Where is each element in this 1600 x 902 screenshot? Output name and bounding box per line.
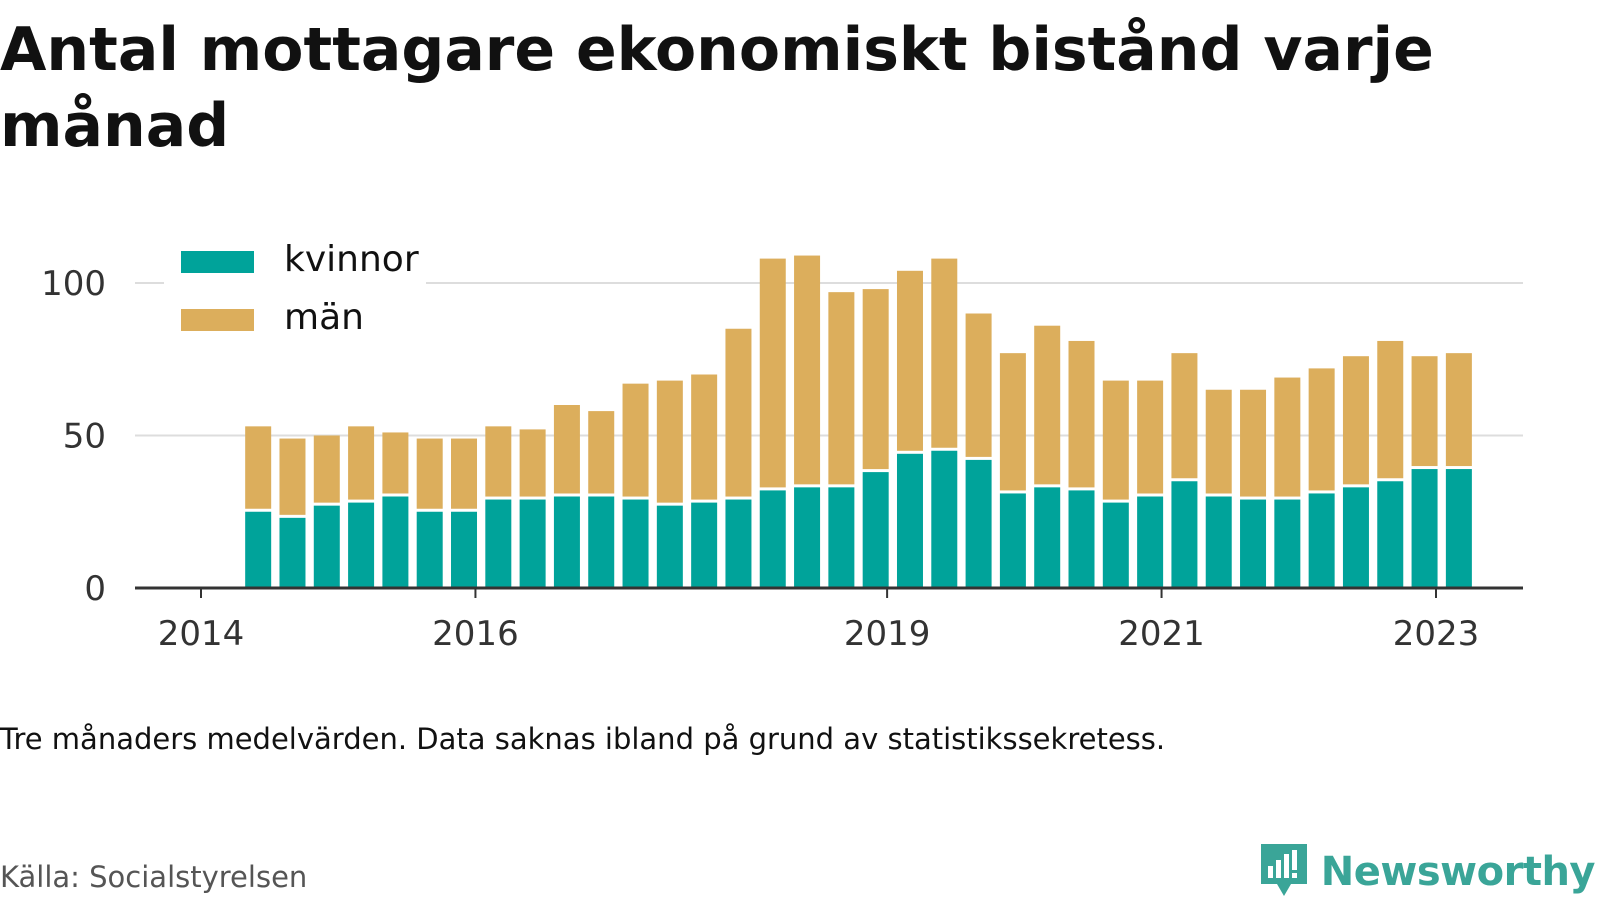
bar-kvinnor (1240, 499, 1267, 588)
brand-logo: Newsworthy (1259, 842, 1596, 902)
chart-note: Tre månaders medelvärden. Data saknas ib… (0, 722, 1166, 756)
bar-kvinnor (313, 505, 340, 588)
bar-kvinnor (519, 499, 546, 588)
bar-kvinnor (622, 499, 649, 588)
bar-kvinnor (245, 511, 272, 588)
bar-man (896, 270, 923, 451)
x-tick-label: 2016 (432, 614, 519, 654)
bar-kvinnor (485, 499, 512, 588)
bar-man (656, 380, 683, 503)
bar-man (1034, 325, 1061, 485)
bar-man (931, 258, 958, 448)
legend-label-kvinnor: kvinnor (284, 239, 419, 280)
bar-kvinnor (931, 450, 958, 588)
brand-name: Newsworthy (1320, 849, 1596, 895)
bar-kvinnor (1034, 487, 1061, 588)
y-tick-label: 0 (84, 569, 106, 609)
bar-man (451, 438, 478, 509)
x-tick-label: 2014 (158, 614, 245, 654)
bar-kvinnor (1102, 502, 1129, 588)
legend-swatch-kvinnor (181, 251, 254, 273)
bar-man (553, 405, 580, 494)
bar-man (1308, 368, 1335, 491)
legend-label-man: män (284, 297, 364, 338)
bar-kvinnor (1171, 481, 1198, 588)
bar-kvinnor (451, 511, 478, 588)
source-text: Källa: Socialstyrelsen (0, 860, 308, 894)
newsworthy-logo-icon (1259, 842, 1309, 902)
bar-man (1411, 356, 1438, 467)
bar-kvinnor (828, 487, 855, 588)
bar-kvinnor (382, 496, 409, 588)
bar-kvinnor (348, 502, 375, 588)
bar-man (1102, 380, 1129, 500)
y-tick-label: 100 (41, 264, 106, 304)
bar-kvinnor (896, 453, 923, 588)
bar-man (588, 411, 615, 494)
bar-kvinnor (725, 499, 752, 588)
x-tick-label: 2023 (1393, 614, 1480, 654)
bars (245, 255, 1472, 588)
bar-kvinnor (656, 505, 683, 588)
bar-man (999, 353, 1026, 491)
bar-kvinnor (1137, 496, 1164, 588)
bar-man (313, 435, 340, 503)
bar-man (348, 426, 375, 500)
bar-man (1240, 389, 1267, 497)
bar-man (691, 374, 718, 500)
y-tick-label: 50 (63, 417, 106, 457)
y-axis-ticks: 0 50 100 (41, 264, 106, 609)
bar-kvinnor (416, 511, 443, 588)
bar-kvinnor (279, 517, 306, 588)
bar-kvinnor (1342, 487, 1369, 588)
bar-kvinnor (759, 490, 786, 588)
legend-swatch-man (181, 309, 254, 331)
bar-man (382, 432, 409, 494)
x-axis-ticks: 2014 2016 2019 2021 2023 (158, 588, 1480, 654)
bar-kvinnor (588, 496, 615, 588)
bar-man (828, 292, 855, 485)
bar-man (965, 313, 992, 457)
bar-man (279, 438, 306, 515)
bar-kvinnor (1308, 493, 1335, 588)
bar-kvinnor (553, 496, 580, 588)
bar-kvinnor (862, 472, 889, 588)
bar-kvinnor (691, 502, 718, 588)
bar-kvinnor (1377, 481, 1404, 588)
x-tick-label: 2021 (1118, 614, 1205, 654)
bar-man (759, 258, 786, 488)
bar-kvinnor (1205, 496, 1232, 588)
bar-man (794, 255, 821, 485)
bar-man (1171, 353, 1198, 479)
bar-man (622, 383, 649, 497)
bar-man (862, 289, 889, 470)
bar-kvinnor (1445, 469, 1472, 588)
bar-man (725, 328, 752, 497)
bar-kvinnor (999, 493, 1026, 588)
legend: kvinnor män (164, 239, 426, 344)
bar-man (1342, 356, 1369, 485)
x-tick-label: 2019 (844, 614, 931, 654)
bar-kvinnor (1411, 469, 1438, 588)
bar-man (485, 426, 512, 497)
bar-kvinnor (794, 487, 821, 588)
bar-kvinnor (1274, 499, 1301, 588)
bar-kvinnor (965, 459, 992, 588)
bar-man (245, 426, 272, 509)
bar-man (1137, 380, 1164, 494)
bar-man (416, 438, 443, 509)
bar-kvinnor (1068, 490, 1095, 588)
bar-man (1445, 353, 1472, 467)
bar-man (1205, 389, 1232, 494)
chart-title: Antal mottagare ekonomiskt bistånd varje… (0, 15, 1434, 161)
bar-man (1377, 340, 1404, 479)
bar-man (519, 429, 546, 497)
bar-man (1068, 340, 1095, 488)
bar-man (1274, 377, 1301, 497)
